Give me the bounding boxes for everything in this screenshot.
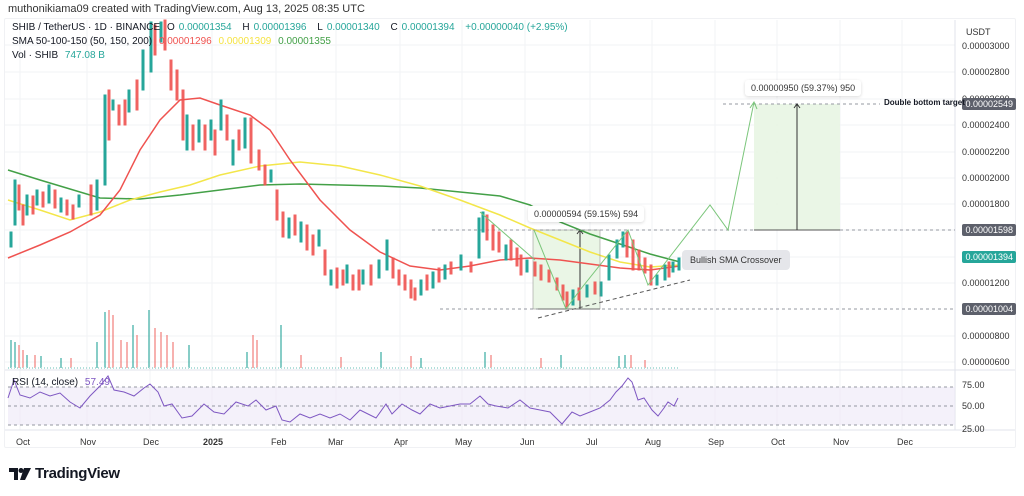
sma50-value: 0.00001296: [158, 36, 212, 47]
time-tick: Jul: [586, 437, 598, 447]
close-value: 0.00001394: [401, 22, 455, 33]
rsi-tick: 25.00: [962, 424, 985, 434]
time-tick: Jun: [520, 437, 535, 447]
price-tick: 0.00001800: [962, 199, 1010, 209]
rsi-legend[interactable]: RSI (14, close) 57.49: [12, 377, 114, 388]
time-tick: Oct: [16, 437, 31, 447]
rsi-tick: 50.00: [962, 401, 985, 411]
tradingview-logo[interactable]: TradingView: [9, 465, 120, 482]
price-tick: 0.00002400: [962, 120, 1010, 130]
brand-name: TradingView: [35, 465, 120, 482]
sma-legend[interactable]: SMA 50-100-150 (50, 150, 200) 0.00001296…: [12, 36, 335, 47]
price-tick: 0.00003000: [962, 41, 1010, 51]
target-price-tag: 0.00002549: [962, 98, 1016, 110]
price-tick: 0.00002000: [962, 173, 1010, 183]
tradingview-logo-icon: [9, 467, 31, 480]
change-value: +0.00000040 (+2.95%): [465, 22, 568, 33]
rsi-tick: 75.00: [962, 380, 985, 390]
open-value: 0.00001354: [178, 22, 232, 33]
price-tick: 0.00002800: [962, 67, 1010, 77]
sma-label: SMA 50-100-150 (50, 150, 200): [12, 36, 153, 47]
double-bottom-label[interactable]: Double bottom target: [884, 98, 965, 107]
time-tick: Apr: [394, 437, 409, 447]
time-tick: Nov: [80, 437, 97, 447]
price-tick: 0.00001200: [962, 278, 1010, 288]
volume-legend[interactable]: Vol · SHIB 747.08 B: [12, 50, 109, 61]
sma200-value: 0.00001355: [278, 36, 331, 47]
currency-label[interactable]: USDT: [966, 27, 991, 37]
sma150-value: 0.00001309: [218, 36, 272, 47]
time-tick: Nov: [833, 437, 850, 447]
vol-value: 747.08 B: [64, 50, 105, 61]
price-tick: 0.00000800: [962, 331, 1010, 341]
resistance-price-tag: 0.00001598: [962, 224, 1016, 236]
time-tick-year: 2025: [203, 437, 224, 447]
symbol-legend: SHIB / TetherUS · 1D · BINANCE O 0.000013…: [12, 22, 568, 33]
time-tick: Dec: [143, 437, 160, 447]
symbol-name[interactable]: SHIB / TetherUS · 1D · BINANCE: [12, 22, 161, 33]
rsi-label: RSI (14, close): [12, 377, 79, 388]
bullish-crossover-callout[interactable]: Bullish SMA Crossover: [682, 250, 790, 270]
current-price-tag: 0.00001394: [962, 251, 1016, 263]
low-value: 0.00001340: [326, 22, 380, 33]
measure-label-2[interactable]: 0.00000950 (59.37%) 950: [745, 80, 862, 96]
time-tick: May: [455, 437, 473, 447]
time-tick: Feb: [271, 437, 287, 447]
high-value: 0.00001396: [253, 22, 307, 33]
vol-label: Vol · SHIB: [12, 50, 59, 61]
price-tick: 0.00000600: [962, 357, 1010, 367]
time-tick: Aug: [645, 437, 662, 447]
time-tick: Mar: [328, 437, 344, 447]
time-tick: Sep: [708, 437, 725, 447]
support-price-tag: 0.00001004: [962, 303, 1016, 315]
time-tick: Dec: [897, 437, 914, 447]
rsi-value: 57.49: [84, 377, 110, 388]
measure-label-1[interactable]: 0.00000594 (59.15%) 594: [528, 206, 645, 222]
price-tick: 0.00002200: [962, 147, 1010, 157]
chart-credit: muthonikiama09 created with TradingView.…: [8, 3, 365, 15]
time-tick: Oct: [771, 437, 786, 447]
